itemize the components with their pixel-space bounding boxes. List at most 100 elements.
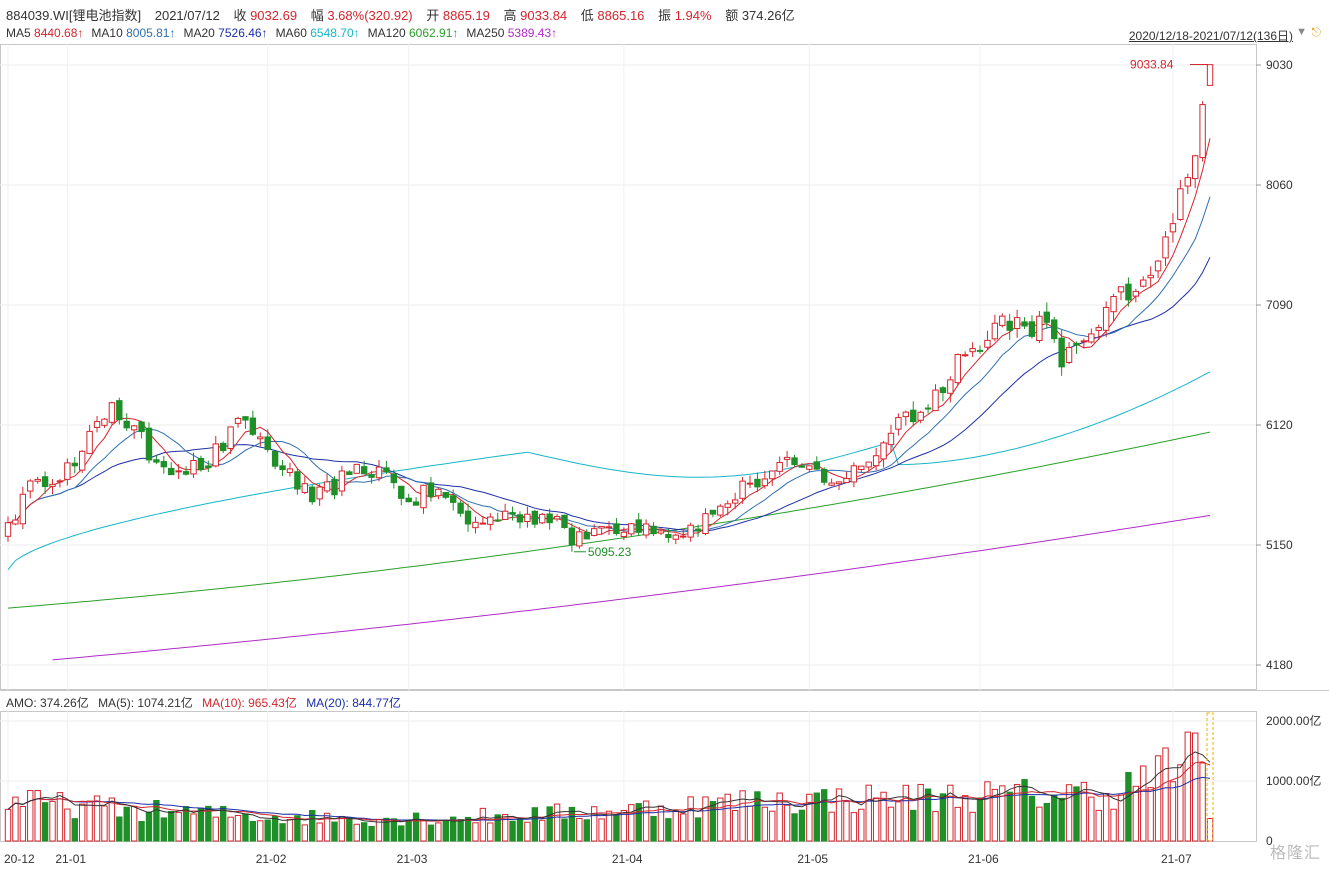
volume-bar (93, 795, 101, 842)
vol-ma10: MA(10): 965.43亿 (202, 696, 297, 710)
volume-bar (932, 811, 939, 842)
candle-body (598, 525, 605, 529)
candle-body (1006, 320, 1013, 331)
candle-body (175, 470, 182, 473)
volume-bar (687, 796, 694, 842)
candle-body (947, 379, 954, 394)
candle-body (1184, 177, 1191, 187)
amp-value: 1.94% (674, 8, 712, 23)
candle-body (168, 467, 175, 476)
candle-body (1110, 295, 1117, 313)
volume-bar (1073, 786, 1080, 842)
price-tick-label: 9030 (1266, 58, 1293, 72)
volume-bar (843, 801, 850, 842)
volume-bar (991, 788, 999, 842)
volume-bar (227, 816, 234, 842)
chevron-down-icon[interactable]: ▼ (1296, 26, 1307, 38)
candle-body (976, 349, 984, 352)
candle-body (650, 525, 657, 535)
candle-body (872, 455, 880, 467)
volume-bar (724, 793, 731, 842)
volume-bar (375, 818, 383, 842)
volume-bar (806, 793, 813, 842)
candle-body (1125, 283, 1132, 301)
candle-body (672, 534, 679, 540)
candle-body (924, 407, 932, 410)
candle-body (368, 474, 375, 478)
candle-body (1065, 347, 1073, 363)
volume-bar (598, 818, 605, 842)
candle-body (205, 465, 212, 469)
high-value: 9033.84 (520, 8, 568, 23)
volume-bar (49, 800, 56, 842)
volume-bar (494, 814, 501, 842)
volume-bar (331, 821, 338, 842)
candle-body (746, 482, 754, 485)
candle-body (338, 470, 346, 492)
volume-bar (242, 813, 249, 842)
volume-bar (524, 821, 531, 842)
candle-body (576, 531, 583, 547)
volume-bar (590, 806, 598, 842)
lock-icon[interactable]: ⎋ (1311, 25, 1322, 39)
volume-bar (1065, 784, 1073, 842)
candle-body (783, 456, 791, 460)
high-field: 高 9033.84 (504, 8, 568, 23)
candle-body (316, 486, 323, 500)
amp-label: 振 (658, 8, 672, 23)
candle-body (806, 465, 813, 470)
volume-bar (1206, 818, 1214, 842)
volume-bar (190, 813, 197, 842)
ma-legend-item: MA250 5389.43↑ (466, 26, 557, 40)
code-name: 884039.WI[锂电池指数] (6, 8, 142, 23)
candle-body (86, 430, 93, 454)
ma-legend-label: MA20 (183, 26, 219, 40)
price-tick-label: 7090 (1266, 298, 1293, 312)
ma-legend-label: MA10 (91, 26, 127, 40)
volume-bar (1051, 794, 1058, 842)
volume-bar (346, 817, 353, 842)
ma-legend-value: 8005.81↑ (126, 26, 176, 40)
volume-bar (457, 819, 464, 842)
volume-bar (405, 819, 412, 842)
candle-body (219, 442, 227, 452)
candle-body (1073, 342, 1080, 346)
volume-panel-frame (0, 711, 1257, 842)
volume-bar (739, 790, 746, 842)
candle-body (568, 527, 576, 546)
ma250-line (52, 514, 1211, 661)
volume-bar (568, 806, 576, 842)
volume-bar (12, 796, 19, 842)
quote-date: 2021/07/12 (154, 8, 220, 23)
candle-body (717, 505, 724, 516)
volume-bar (182, 806, 190, 842)
date-range[interactable]: 2020/12/18-2021/07/12(136日) (1128, 29, 1293, 43)
volume-bar (1125, 772, 1132, 842)
volume-bar (501, 814, 509, 842)
volume-bar (895, 801, 902, 842)
candle-body (613, 523, 620, 535)
volume-bar (175, 811, 182, 842)
candle-body (1021, 321, 1028, 327)
volume-bar (947, 784, 954, 842)
price-panel-frame (0, 44, 1257, 690)
candle-body (390, 473, 398, 484)
price-tick-label: 4180 (1266, 658, 1293, 672)
candle-body (850, 465, 858, 483)
candle-body (939, 387, 947, 394)
volume-bar (153, 800, 160, 842)
ma-legend-item: MA10 8005.81↑ (91, 26, 175, 40)
ma-legend-item: MA120 6062.91↑ (368, 26, 459, 40)
close-value: 9032.69 (250, 8, 298, 23)
ma60-line (7, 371, 1211, 571)
volume-bar (813, 792, 820, 842)
volume-bar (309, 809, 316, 842)
x-axis-label: 21-02 (256, 852, 287, 866)
candle-body (635, 519, 642, 533)
close-field: 收 9032.69 (233, 8, 297, 23)
candle-body (1058, 337, 1065, 368)
candle-body (323, 481, 331, 492)
x-axis-label: 21-05 (797, 852, 828, 866)
volume-bar (872, 797, 880, 842)
